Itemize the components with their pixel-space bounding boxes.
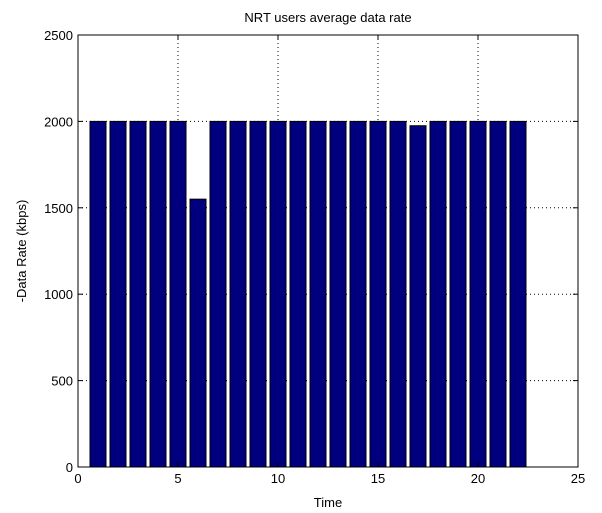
plot-frame: [77, 34, 579, 468]
bar: [89, 120, 107, 468]
bar: [169, 120, 187, 468]
x-axis-title: Time: [314, 495, 342, 510]
y-tick-label: 0: [66, 460, 73, 475]
x-tick-label: 20: [471, 471, 485, 486]
axis-ticks: [77, 34, 579, 468]
y-tick-label: 2500: [44, 28, 73, 43]
bar: [149, 120, 167, 468]
y-tick-label: 1000: [44, 287, 73, 302]
bar: [289, 120, 307, 468]
bar: [129, 120, 147, 468]
bar: [509, 120, 527, 468]
x-tick-labels: 0 5 10 15 20 25: [74, 471, 585, 486]
bar: [329, 120, 347, 468]
bar: [309, 120, 327, 468]
bar: [429, 120, 447, 468]
bar: [249, 120, 267, 468]
bar: [469, 120, 487, 468]
chart-title: NRT users average data rate: [244, 10, 411, 25]
bars: [89, 120, 527, 468]
bar: [409, 125, 427, 468]
bar: [349, 120, 367, 468]
bar: [269, 120, 287, 468]
bar: [369, 120, 387, 468]
x-tick-label: 5: [174, 471, 181, 486]
y-tick-label: 2000: [44, 114, 73, 129]
x-tick-label: 25: [571, 471, 585, 486]
x-tick-label: 0: [74, 471, 81, 486]
bar: [189, 198, 207, 468]
y-axis-title: -Data Rate (kbps): [14, 200, 29, 303]
y-tick-label: 500: [51, 374, 73, 389]
x-tick-label: 15: [371, 471, 385, 486]
x-tick-label: 10: [271, 471, 285, 486]
y-tick-labels: 0 500 1000 1500 2000 2500: [44, 28, 73, 475]
bar: [229, 120, 247, 468]
y-tick-label: 1500: [44, 201, 73, 216]
bar: [389, 120, 407, 468]
bar: [449, 120, 467, 468]
bar: [489, 120, 507, 468]
bar: [209, 120, 227, 468]
bar: [109, 120, 127, 468]
